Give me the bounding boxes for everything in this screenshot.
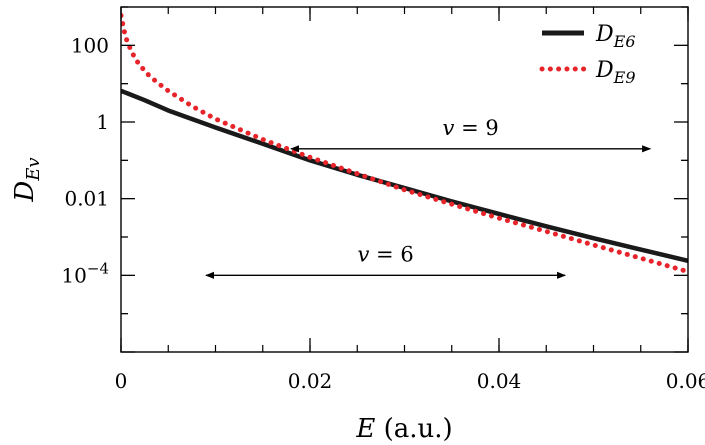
y-axis-label: DEv [10, 157, 44, 202]
x-tick-label: 0.02 [288, 369, 333, 393]
x-tick-label: 0 [115, 369, 128, 393]
plot-area [121, 13, 688, 275]
x-tick-label: 0.06 [666, 369, 705, 393]
legend-label: DE9 [595, 58, 636, 87]
y-tick-label: 1 [96, 110, 109, 134]
annotation-label: v = 9 [443, 116, 499, 140]
series-line-e6 [121, 88, 688, 263]
x-axis-label: E (a.u.) [355, 414, 452, 444]
legend-label: DE6 [595, 22, 636, 51]
annotations: v = 9 v = 6 [205, 116, 652, 279]
y-tick-label: 100 [71, 33, 109, 57]
y-tick-label: 10−4 [61, 259, 109, 287]
series-line-e9 [121, 13, 688, 275]
axes: 0 0.02 0.04 0.06 10−4 0.01 1 100 E (a.u.) DEv [10, 6, 705, 444]
x-tick-label: 0.04 [477, 369, 522, 393]
y-tick-label: 0.01 [64, 187, 109, 211]
annotation-label: v = 6 [358, 242, 414, 266]
